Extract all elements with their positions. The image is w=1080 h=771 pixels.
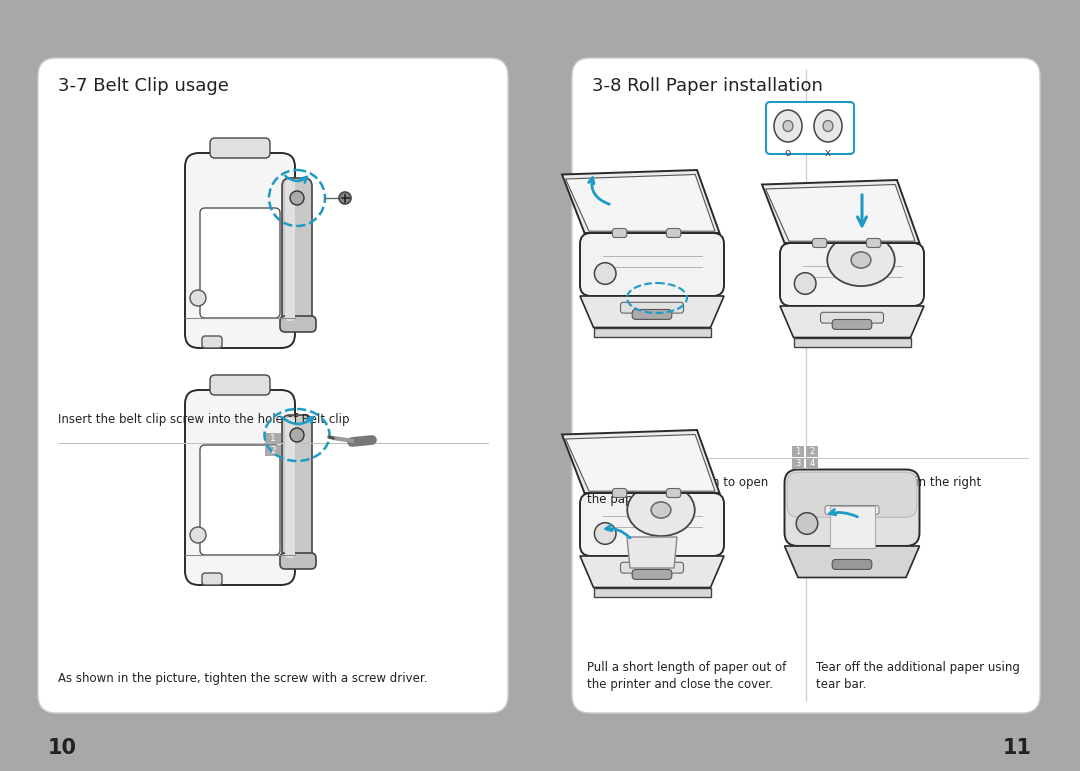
Polygon shape — [627, 537, 677, 568]
Circle shape — [190, 527, 206, 543]
Text: Press the PUSH button to open
the paper cover: Press the PUSH button to open the paper … — [588, 476, 768, 506]
Circle shape — [795, 273, 816, 295]
Ellipse shape — [774, 110, 802, 142]
FancyBboxPatch shape — [185, 390, 295, 585]
Text: 3-7 Belt Clip usage: 3-7 Belt Clip usage — [58, 77, 229, 95]
FancyBboxPatch shape — [784, 470, 919, 546]
Ellipse shape — [627, 484, 694, 536]
FancyBboxPatch shape — [210, 138, 270, 158]
FancyBboxPatch shape — [621, 302, 684, 313]
Text: x: x — [825, 148, 832, 158]
Polygon shape — [580, 556, 724, 588]
FancyBboxPatch shape — [285, 180, 295, 321]
FancyBboxPatch shape — [580, 493, 724, 556]
FancyBboxPatch shape — [766, 102, 854, 154]
FancyBboxPatch shape — [825, 506, 879, 514]
Polygon shape — [562, 170, 719, 233]
Ellipse shape — [827, 234, 894, 286]
Polygon shape — [566, 174, 715, 231]
Text: 10: 10 — [48, 738, 77, 758]
FancyBboxPatch shape — [833, 319, 872, 329]
Ellipse shape — [851, 252, 870, 268]
Text: o: o — [785, 148, 792, 158]
FancyBboxPatch shape — [792, 458, 804, 469]
Text: Insert the belt clip screw into the hole of Belt clip: Insert the belt clip screw into the hole… — [58, 413, 350, 426]
FancyBboxPatch shape — [612, 489, 626, 497]
Text: 1: 1 — [270, 434, 275, 443]
FancyBboxPatch shape — [833, 560, 872, 570]
FancyBboxPatch shape — [282, 415, 312, 560]
Text: Tear off the additional paper using
tear bar.: Tear off the additional paper using tear… — [816, 661, 1020, 691]
Polygon shape — [829, 506, 875, 548]
FancyBboxPatch shape — [821, 312, 883, 323]
Text: 11: 11 — [1003, 738, 1032, 758]
Polygon shape — [594, 588, 711, 597]
FancyBboxPatch shape — [866, 238, 881, 247]
Text: Insert the paper in the right
direction: Insert the paper in the right direction — [816, 476, 982, 506]
Circle shape — [796, 513, 818, 534]
FancyBboxPatch shape — [210, 375, 270, 395]
FancyBboxPatch shape — [200, 208, 280, 318]
Text: Pull a short length of paper out of
the printer and close the cover.: Pull a short length of paper out of the … — [588, 661, 786, 691]
Text: 3-8 Roll Paper installation: 3-8 Roll Paper installation — [592, 77, 823, 95]
Circle shape — [339, 192, 351, 204]
FancyBboxPatch shape — [202, 573, 222, 585]
Polygon shape — [762, 180, 919, 243]
FancyBboxPatch shape — [666, 489, 680, 497]
FancyBboxPatch shape — [612, 228, 626, 237]
FancyBboxPatch shape — [632, 570, 672, 579]
FancyBboxPatch shape — [632, 309, 672, 319]
Polygon shape — [566, 435, 715, 491]
FancyBboxPatch shape — [265, 433, 281, 444]
Polygon shape — [594, 328, 711, 336]
Text: 2: 2 — [270, 446, 275, 455]
Text: 4: 4 — [809, 459, 814, 468]
Text: 3: 3 — [795, 459, 800, 468]
FancyBboxPatch shape — [265, 445, 281, 456]
FancyBboxPatch shape — [792, 446, 804, 457]
Ellipse shape — [823, 120, 833, 132]
Circle shape — [190, 290, 206, 306]
FancyBboxPatch shape — [185, 153, 295, 348]
FancyBboxPatch shape — [280, 553, 316, 569]
Text: As shown in the picture, tighten the screw with a screw driver.: As shown in the picture, tighten the scr… — [58, 672, 428, 685]
FancyBboxPatch shape — [282, 178, 312, 323]
Text: 1: 1 — [795, 447, 800, 456]
Text: 2: 2 — [809, 447, 814, 456]
Circle shape — [291, 428, 303, 442]
FancyBboxPatch shape — [806, 446, 818, 457]
Polygon shape — [562, 430, 719, 493]
FancyBboxPatch shape — [806, 458, 818, 469]
Circle shape — [594, 523, 616, 544]
Polygon shape — [794, 338, 910, 346]
Ellipse shape — [783, 120, 793, 132]
FancyBboxPatch shape — [572, 58, 1040, 713]
FancyBboxPatch shape — [200, 445, 280, 555]
FancyBboxPatch shape — [780, 243, 924, 306]
FancyBboxPatch shape — [787, 472, 917, 517]
FancyBboxPatch shape — [280, 316, 316, 332]
FancyBboxPatch shape — [812, 238, 827, 247]
Circle shape — [594, 263, 616, 284]
FancyBboxPatch shape — [38, 58, 508, 713]
FancyBboxPatch shape — [621, 562, 684, 573]
Ellipse shape — [651, 502, 671, 518]
Polygon shape — [580, 296, 724, 328]
FancyBboxPatch shape — [666, 228, 680, 237]
Circle shape — [291, 191, 303, 205]
FancyBboxPatch shape — [285, 417, 295, 558]
Polygon shape — [766, 184, 915, 241]
FancyBboxPatch shape — [580, 233, 724, 296]
Polygon shape — [780, 306, 924, 338]
FancyBboxPatch shape — [202, 336, 222, 348]
Polygon shape — [784, 546, 919, 577]
Ellipse shape — [814, 110, 842, 142]
